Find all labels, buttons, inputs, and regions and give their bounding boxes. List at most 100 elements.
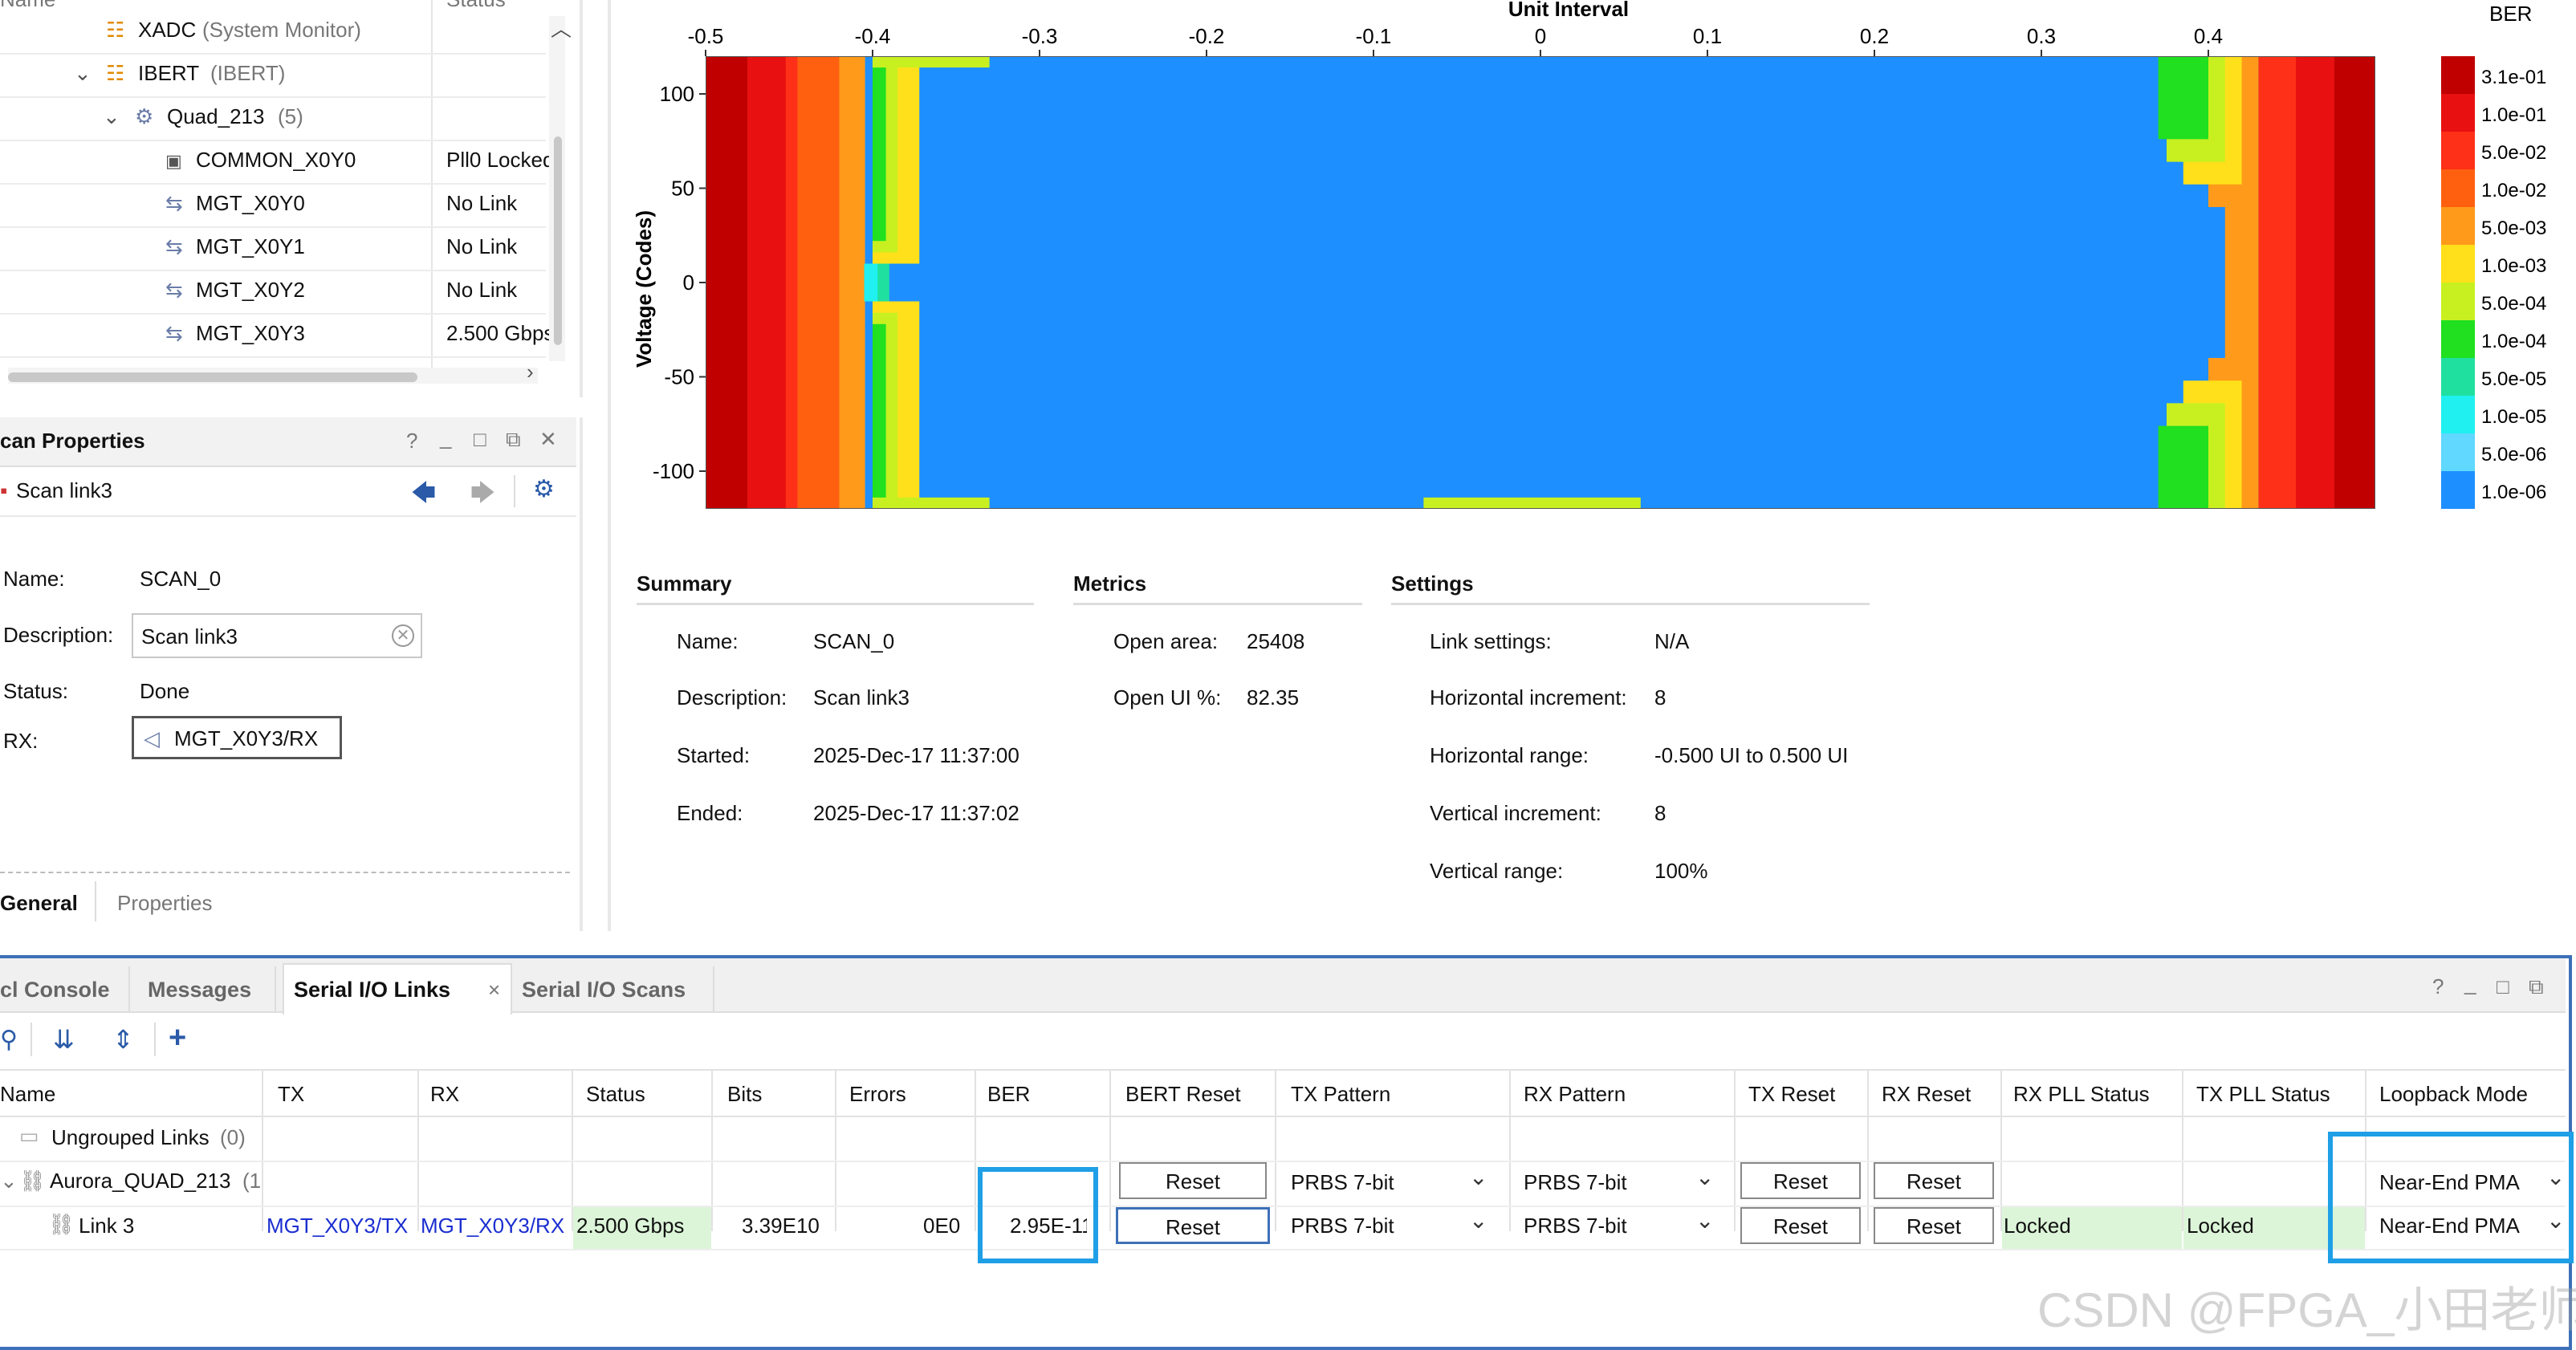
link-tx-reset-button[interactable]: Reset xyxy=(1740,1207,1861,1244)
tree-row-ibert[interactable]: ⌄ ☷ IBERT (IBERT) xyxy=(0,53,546,98)
group-bert-reset-button[interactable]: Reset xyxy=(1119,1162,1267,1199)
chevron-right-icon[interactable]: › xyxy=(527,360,534,384)
tree-row-mgt2[interactable]: ⇆ MGT_X0Y2 No Link xyxy=(0,270,546,315)
expand-all-icon[interactable]: ⇕ xyxy=(112,1025,134,1054)
col-tx[interactable]: TX xyxy=(278,1082,305,1106)
chevron-down-icon[interactable]: ⌄ xyxy=(2546,1165,2566,1189)
tree-row-mgt0[interactable]: ⇆ MGT_X0Y0 No Link xyxy=(0,183,546,228)
settings-v-increment-value: 8 xyxy=(1654,801,1666,825)
legend-swatch xyxy=(2441,320,2475,358)
col-name[interactable]: Name xyxy=(0,1082,56,1106)
ungrouped-links-label[interactable]: Ungrouped Links xyxy=(51,1125,210,1149)
link-rx[interactable]: MGT_X0Y3/RX xyxy=(421,1214,565,1238)
restore-icon[interactable]: □ xyxy=(474,427,486,451)
chevron-down-icon[interactable]: ⌄ xyxy=(0,1169,18,1193)
metrics-open-area-label: Open area: xyxy=(1113,629,1219,653)
metrics-open-area-value: 25408 xyxy=(1247,629,1305,653)
tree-row-mgt1[interactable]: ⇆ MGT_X0Y1 No Link xyxy=(0,226,546,271)
help-icon[interactable]: ? xyxy=(2432,974,2444,998)
tree-vertical-scrollbar[interactable] xyxy=(549,16,565,361)
col-loopback-mode[interactable]: Loopback Mode xyxy=(2379,1082,2529,1106)
rx-field[interactable]: ◁ MGT_X0Y3/RX xyxy=(132,716,342,759)
description-field[interactable]: Scan link3 ✕ xyxy=(132,613,422,658)
tree-row-quad[interactable]: ⌄ ⚙ Quad_213 (5) xyxy=(0,96,546,141)
col-tx-pll-status[interactable]: TX PLL Status xyxy=(2196,1082,2330,1106)
add-icon[interactable]: + xyxy=(169,1021,187,1055)
legend-label: 5.0e-03 xyxy=(2481,218,2546,239)
link-tx-pattern-select[interactable]: PRBS 7-bit xyxy=(1291,1214,1394,1238)
group-rx-pattern-select[interactable]: PRBS 7-bit xyxy=(1524,1170,1627,1194)
tab-serial-io-scans[interactable]: Serial I/O Scans xyxy=(522,966,714,1011)
restore-icon[interactable]: □ xyxy=(2497,974,2509,998)
link-status: 2.500 Gbps xyxy=(576,1214,685,1238)
mgt-icon: ⇆ xyxy=(165,278,183,302)
link-tx[interactable]: MGT_X0Y3/TX xyxy=(267,1214,409,1238)
back-arrow-icon[interactable]: 🡄 xyxy=(411,480,436,506)
search-icon[interactable]: ⚲ xyxy=(0,1027,18,1053)
link-rx-pattern-select[interactable]: PRBS 7-bit xyxy=(1524,1214,1627,1238)
y-tick-label: -50 xyxy=(664,365,694,389)
minimize-icon[interactable]: _ xyxy=(440,425,452,449)
tree-row-xadc[interactable]: ☷ XADC (System Monitor) xyxy=(0,10,546,55)
tree-row-common[interactable]: ▣ COMMON_X0Y0 Pll0 Locked xyxy=(0,140,551,185)
settings-v-range-label: Vertical range: xyxy=(1430,859,1564,883)
close-tab-icon[interactable]: × xyxy=(488,978,501,1002)
link-name[interactable]: Link 3 xyxy=(79,1214,135,1238)
minimize-icon[interactable]: _ xyxy=(2464,971,2476,995)
tree-row-mgt3[interactable]: ⇆ MGT_X0Y3 2.500 Gbps xyxy=(0,313,551,358)
tab-tcl-console[interactable]: cl Console xyxy=(0,966,130,1011)
legend-label: 5.0e-04 xyxy=(2481,293,2546,315)
col-errors[interactable]: Errors xyxy=(849,1082,906,1106)
float-icon[interactable]: ⧉ xyxy=(506,427,521,451)
forward-arrow-icon[interactable]: 🡆 xyxy=(470,480,495,506)
chevron-up-icon[interactable]: ︿ xyxy=(551,17,572,41)
col-status[interactable]: Status xyxy=(586,1082,645,1106)
chevron-down-icon[interactable]: ⌄ xyxy=(1695,1208,1715,1233)
chevron-down-icon[interactable]: ⌄ xyxy=(1695,1165,1715,1189)
summary-ended-value: 2025-Dec-17 11:37:02 xyxy=(813,801,1019,825)
float-icon[interactable]: ⧉ xyxy=(2529,974,2544,998)
contour-edge-bottom xyxy=(873,497,990,509)
col-rx-pattern[interactable]: RX Pattern xyxy=(1524,1082,1626,1106)
group-rx-reset-button[interactable]: Reset xyxy=(1874,1162,1994,1199)
close-icon[interactable]: ✕ xyxy=(539,427,557,451)
col-ber[interactable]: BER xyxy=(987,1082,1031,1106)
col-bits[interactable]: Bits xyxy=(727,1082,763,1106)
col-tx-reset[interactable]: TX Reset xyxy=(1748,1082,1836,1106)
col-rx[interactable]: RX xyxy=(430,1082,460,1106)
metrics-open-ui-label: Open UI %: xyxy=(1113,685,1222,710)
tree-horizontal-scrollbar[interactable] xyxy=(8,368,538,384)
eye-scan-view: Unit Interval Voltage (Codes) -0.5 -0.4 -0… xyxy=(608,0,2576,931)
chevron-down-icon[interactable]: ⌄ xyxy=(1469,1208,1488,1233)
link-loopback-select[interactable]: Near-End PMA xyxy=(2379,1214,2520,1238)
chevron-down-icon[interactable]: ⌄ xyxy=(2546,1208,2566,1233)
group-tx-reset-button[interactable]: Reset xyxy=(1740,1162,1861,1199)
col-rx-pll-status[interactable]: RX PLL Status xyxy=(2013,1082,2150,1106)
y-tick-label: 100 xyxy=(660,82,694,106)
group-loopback-select[interactable]: Near-End PMA xyxy=(2379,1170,2520,1194)
link-bert-reset-button[interactable]: Reset xyxy=(1116,1207,1270,1244)
link-bits: 3.39E10 xyxy=(742,1214,820,1238)
legend-label: 1.0e-02 xyxy=(2481,180,2546,201)
tab-general[interactable]: General xyxy=(0,881,96,921)
collapse-all-icon[interactable]: ⇊ xyxy=(53,1025,75,1054)
tab-messages[interactable]: Messages xyxy=(148,966,276,1011)
link-rx-reset-button[interactable]: Reset xyxy=(1874,1207,1994,1244)
group-tx-pattern-select[interactable]: PRBS 7-bit xyxy=(1291,1170,1394,1194)
col-rx-reset[interactable]: RX Reset xyxy=(1882,1082,1972,1106)
hardware-tree-panel: Name Status ☷ XADC (System Monitor) ⌄ ☷ … xyxy=(0,0,583,397)
group-name[interactable]: Aurora_QUAD_213 xyxy=(50,1169,231,1193)
clear-icon[interactable]: ✕ xyxy=(392,624,414,647)
chevron-down-icon[interactable]: ⌄ xyxy=(103,104,120,128)
col-bert-reset[interactable]: BERT Reset xyxy=(1125,1082,1241,1106)
gear-icon[interactable]: ⚙ xyxy=(533,476,555,502)
x-tick-label: -0.2 xyxy=(1189,24,1225,48)
tab-serial-io-links[interactable]: Serial I/O Links × xyxy=(283,963,512,1015)
tab-properties[interactable]: Properties xyxy=(117,891,213,915)
contour-band-right xyxy=(2334,56,2375,509)
help-icon[interactable]: ? xyxy=(406,429,418,453)
contour-edge-top xyxy=(873,56,990,68)
col-tx-pattern[interactable]: TX Pattern xyxy=(1291,1082,1391,1106)
chevron-down-icon[interactable]: ⌄ xyxy=(1469,1165,1488,1189)
chevron-down-icon[interactable]: ⌄ xyxy=(74,61,92,85)
